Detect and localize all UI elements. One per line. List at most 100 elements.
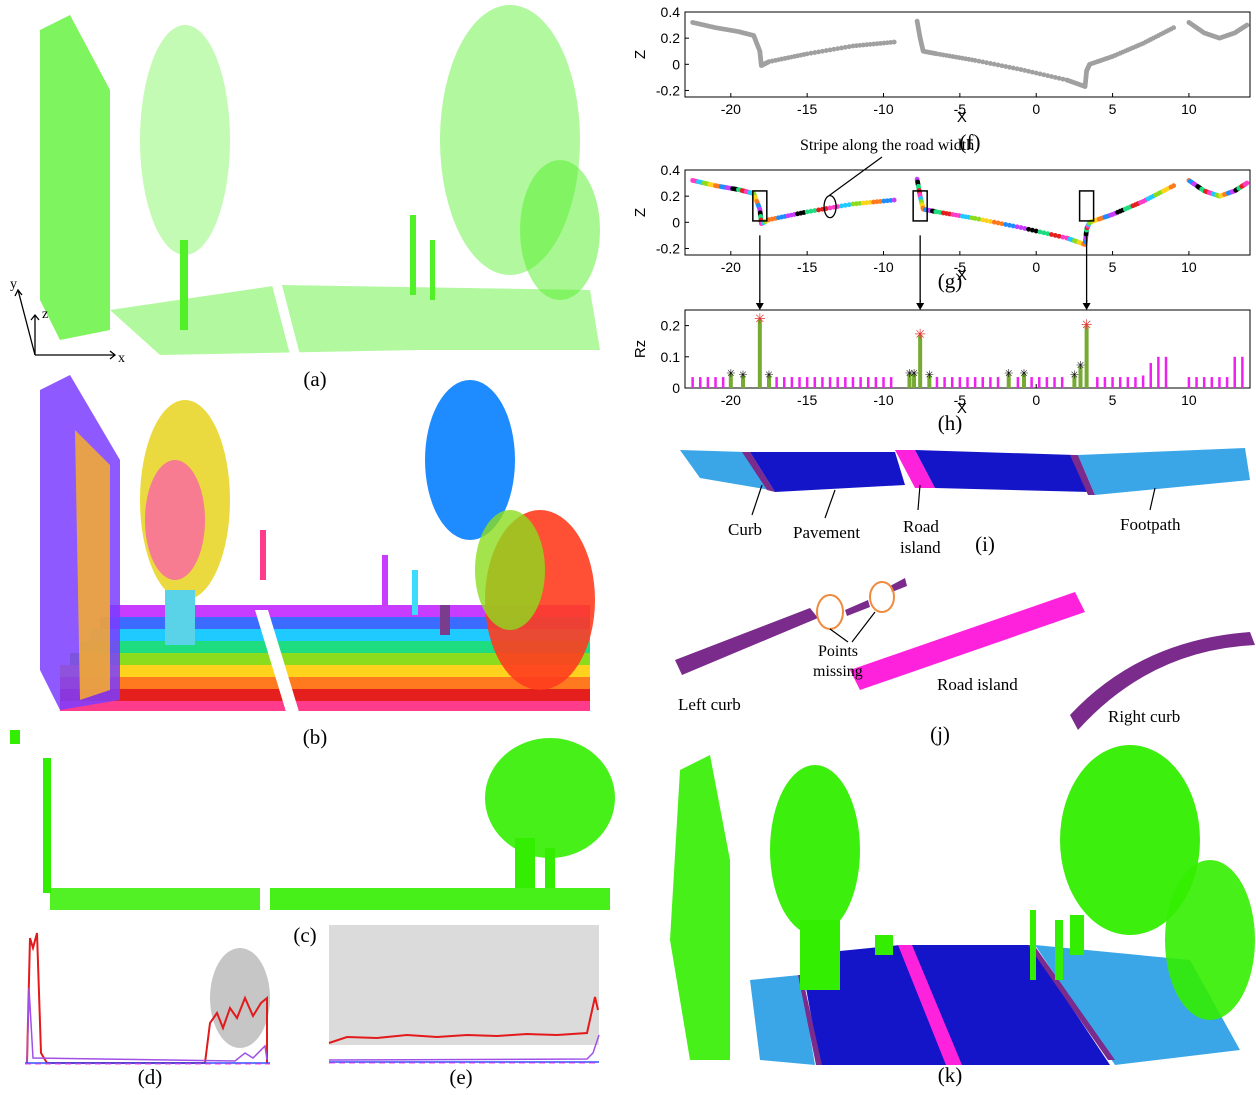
star-marker: ✳: [1019, 368, 1028, 380]
data-point-g: [857, 200, 863, 206]
left-curb-fragment-1: [845, 600, 870, 616]
data-point-f: [871, 41, 876, 47]
data-point-f: [881, 40, 887, 46]
bar: [1060, 377, 1064, 388]
bar: [1157, 356, 1160, 388]
data-point-g: [1171, 183, 1177, 189]
y-tick-label: 0.2: [661, 188, 681, 204]
data-point-g: [867, 199, 873, 205]
caption-e: (e): [449, 1065, 473, 1089]
data-point-f: [1056, 75, 1062, 81]
x-tick-label: 10: [1181, 259, 1197, 275]
bar: [766, 375, 771, 388]
star-marker: ✳: [738, 370, 747, 382]
panel-d: (d): [25, 928, 275, 1093]
panel-c: (c): [0, 728, 620, 953]
label-missing: missing: [813, 663, 863, 680]
bar: [1241, 356, 1244, 388]
data-point-f: [850, 43, 856, 49]
bar: [1164, 356, 1168, 388]
bar: [935, 377, 939, 388]
data-point-f: [878, 40, 883, 46]
caption-d: (d): [137, 1065, 163, 1089]
road-island-shape: [850, 592, 1085, 690]
data-point-f: [1018, 67, 1024, 72]
bar: [1225, 377, 1229, 388]
caption-i: (i): [975, 532, 995, 556]
data-point-f: [1052, 74, 1058, 80]
caption-k: (k): [937, 1063, 963, 1087]
bar: [1053, 377, 1056, 388]
bar: [1149, 363, 1152, 388]
data-point-g: [812, 208, 818, 213]
bar: [1141, 375, 1145, 388]
stripe-arrow: [828, 156, 883, 197]
data-point-g: [1056, 233, 1062, 239]
x-tick-label: -15: [797, 259, 817, 275]
data-point-f: [988, 61, 993, 66]
panel-f: -20 -15 -10 -5 0 5 10 -0.2 0 0.2 0.4 X Z (f): [630, 0, 1256, 160]
panel-c-stripe: [10, 730, 615, 910]
data-point-g: [888, 198, 894, 203]
bar: [1038, 377, 1041, 388]
bar: [943, 377, 946, 388]
y-axis-label: Z: [632, 50, 649, 59]
data-point-f: [831, 46, 837, 52]
panel-j: Points missing Left curb Road island Rig…: [660, 570, 1256, 755]
x-tick-label: 10: [1181, 392, 1197, 408]
bar: [889, 377, 893, 388]
star-marker: ✳: [909, 368, 918, 380]
data-point-g: [831, 204, 837, 210]
caption-j: (j): [930, 722, 950, 746]
data-point-g: [1029, 227, 1035, 233]
data-point-g: [874, 199, 880, 205]
data-point-g: [881, 198, 887, 204]
data-point-g: [1003, 222, 1009, 227]
y-tick-label: 0.1: [661, 349, 681, 365]
data-point-g: [850, 201, 856, 207]
arrow-head: [755, 303, 764, 310]
data-point-f: [1033, 70, 1039, 76]
curb-candidate-box: [1078, 190, 1095, 222]
data-point-g: [816, 207, 822, 213]
y-tick-label: 0.4: [661, 4, 681, 20]
x-tick-label: 5: [1109, 392, 1117, 408]
panel-d-profile: [25, 932, 270, 1065]
star-marker: ✳: [905, 368, 914, 380]
data-point-f: [842, 44, 848, 50]
x-tick-label: -15: [797, 101, 817, 117]
x-tick-label: 5: [1109, 101, 1117, 117]
bar: [981, 377, 985, 388]
data-point-g: [1018, 225, 1024, 230]
axis-z-label: z: [42, 307, 48, 322]
bar: [1233, 356, 1236, 388]
left-curb-fragment-2: [890, 578, 907, 592]
x-tick-label: -5: [954, 101, 967, 117]
bar: [1210, 377, 1214, 388]
bar: [996, 377, 1000, 388]
left-curb-shape: [675, 608, 818, 675]
bar: [918, 334, 923, 388]
data-point-f: [804, 51, 810, 57]
peak-marker: ✳: [754, 310, 766, 326]
data-point-f: [1022, 68, 1028, 73]
panel-b: (b): [0, 370, 620, 760]
caption-g: (g): [938, 269, 963, 293]
bar: [866, 377, 870, 388]
bar: [874, 377, 878, 388]
caption-h: (h): [938, 411, 963, 435]
data-point-f: [846, 44, 852, 50]
data-point-g: [1244, 180, 1250, 186]
y-tick-label: -0.2: [656, 82, 680, 98]
data-point-f: [1037, 71, 1043, 77]
curb-candidate-box: [752, 190, 768, 222]
bar: [958, 377, 962, 388]
data-point-f: [816, 49, 822, 55]
data-point-g: [846, 202, 852, 208]
panel-i: Curb Pavement Road island Footpath (i): [660, 440, 1256, 565]
bar: [1118, 377, 1122, 388]
data-point-f: [1060, 76, 1066, 82]
bar: [1045, 377, 1049, 388]
bar: [775, 377, 778, 388]
label-road-island-1: Road: [903, 517, 939, 536]
